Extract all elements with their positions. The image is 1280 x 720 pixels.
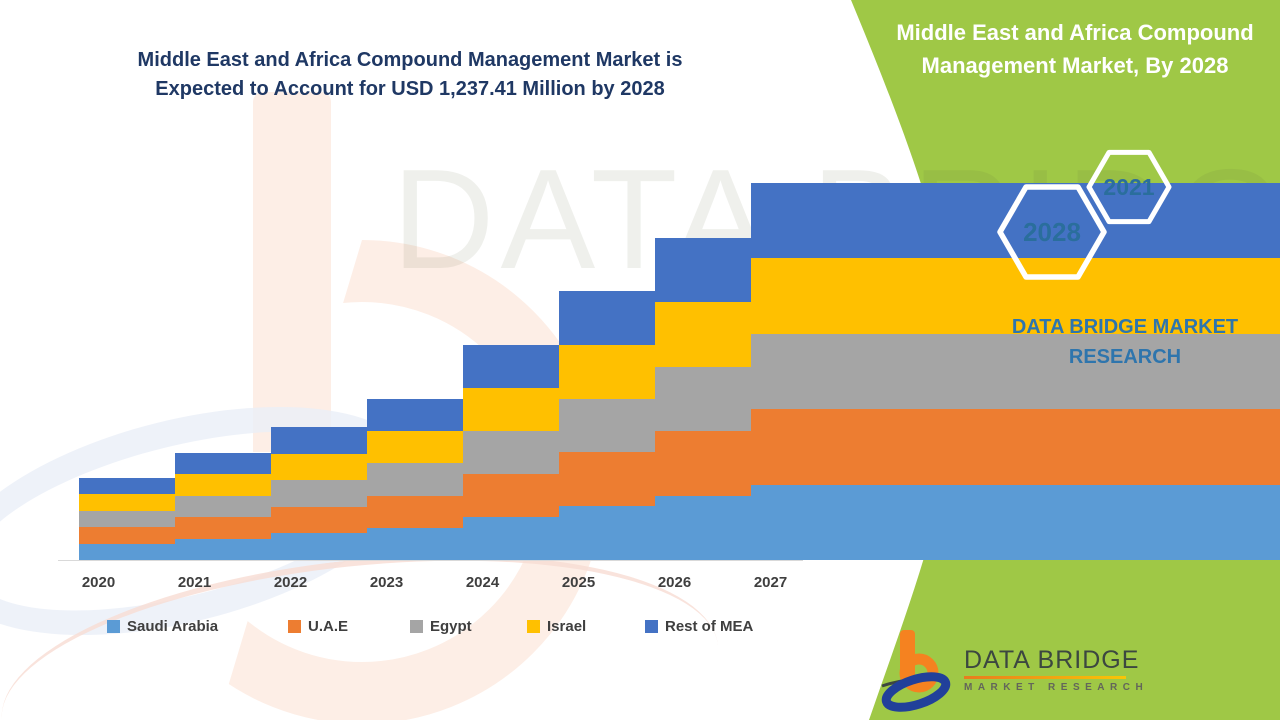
legend-label-israel: Israel	[547, 618, 587, 635]
legend-swatch-uae	[288, 620, 301, 633]
chart-title: Middle East and Africa Compound Manageme…	[60, 46, 760, 104]
logo-underline	[964, 676, 1126, 679]
brand-text: DATA BRIDGE MARKET RESEARCH	[975, 312, 1275, 372]
brand-text-line2: RESEARCH	[1068, 346, 1182, 368]
legend-swatch-rest-of-mea	[645, 620, 658, 633]
x-tick-2024: 2024	[465, 574, 500, 591]
logo-title: DATA BRIDGE	[964, 646, 1140, 674]
x-tick-2022: 2022	[273, 574, 308, 591]
legend-label-rest-of-mea: Rest of MEA	[665, 618, 754, 635]
legend-label-saudi-arabia: Saudi Arabia	[127, 618, 219, 635]
x-tick-2026: 2026	[657, 574, 692, 591]
hexagon-2021	[1086, 149, 1172, 225]
panel-title-line1: Middle East and Africa Compound	[896, 20, 1254, 45]
legend-item-egypt: Egypt	[410, 618, 472, 635]
legend-swatch-saudi-arabia	[107, 620, 120, 633]
bar-2027-israel	[751, 258, 1280, 334]
brand-text-line1: DATA BRIDGE MARKET	[1011, 316, 1239, 338]
bar-2027-saudi-arabia	[751, 484, 1280, 560]
x-tick-2021: 2021	[177, 574, 212, 591]
data-bridge-logo: DATA BRIDGE MARKET RESEARCH	[880, 628, 1148, 712]
hexagon-2021-label: 2021	[1103, 174, 1154, 200]
legend-item-saudi-arabia: Saudi Arabia	[107, 618, 218, 635]
bar-2027-u-a-e	[751, 409, 1280, 485]
data-bridge-logo-mark	[881, 630, 951, 712]
bar-2027-rest-of-mea	[751, 183, 1280, 259]
stacked-bar-chart: 2020 2021 2022 2023 2024 2025 2026 2027	[58, 183, 1280, 591]
legend-label-egypt: Egypt	[430, 618, 472, 635]
panel-title: Middle East and Africa Compound Manageme…	[875, 16, 1275, 82]
logo-subtitle: MARKET RESEARCH	[964, 682, 1149, 693]
legend-label-uae: U.A.E	[308, 618, 349, 635]
chart-legend: Saudi Arabia U.A.E Egypt Israel Rest of …	[0, 618, 830, 644]
legend-item-rest-of-mea: Rest of MEA	[645, 618, 753, 635]
x-tick-2020: 2020	[81, 574, 116, 591]
x-tick-2027: 2027	[753, 574, 788, 591]
panel-title-line2: Management Market, By 2028	[921, 53, 1229, 78]
legend-swatch-egypt	[410, 620, 423, 633]
x-axis-line	[58, 560, 803, 561]
legend-item-uae: U.A.E	[288, 618, 348, 635]
chart-title-line1: Middle East and Africa Compound Manageme…	[137, 49, 683, 71]
legend-swatch-israel	[527, 620, 540, 633]
hexagon-2028	[997, 184, 1107, 280]
bar-2027-egypt	[751, 333, 1280, 410]
legend-item-israel: Israel	[527, 618, 586, 635]
hexagon-year-badges: 2028 2021	[997, 149, 1172, 280]
x-tick-2025: 2025	[561, 574, 596, 591]
hexagon-2028-label: 2028	[1023, 217, 1081, 247]
x-tick-2023: 2023	[369, 574, 404, 591]
logo-text: DATA BRIDGE MARKET RESEARCH	[964, 647, 1148, 693]
chart-title-line2: Expected to Account for USD 1,237.41 Mil…	[155, 78, 665, 100]
